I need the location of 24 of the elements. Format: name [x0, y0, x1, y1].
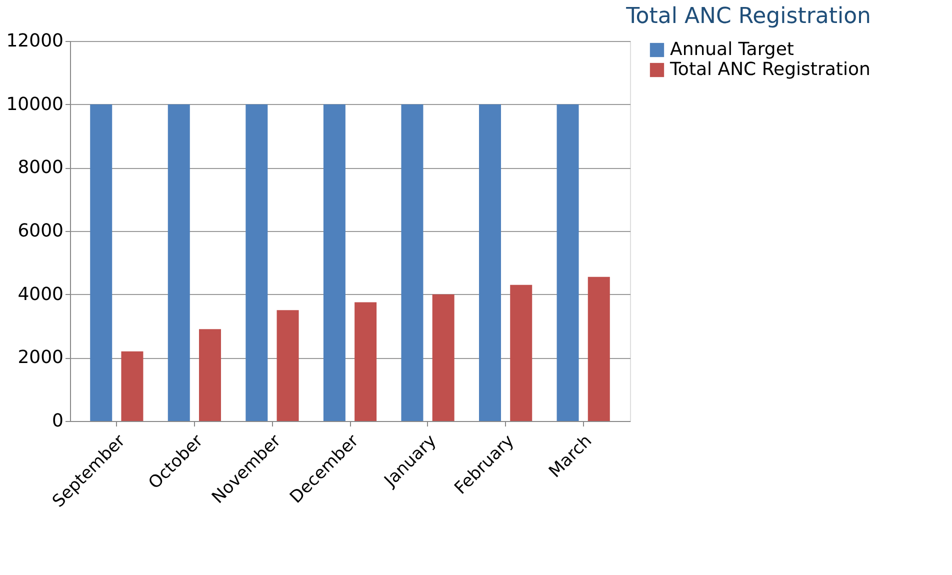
bar [199, 329, 221, 421]
text: Total ANC Registration [625, 4, 871, 29]
bar [432, 294, 454, 421]
bar [168, 104, 190, 421]
bar [556, 104, 579, 421]
bar [510, 284, 532, 421]
y-tick-label: 4000 [18, 284, 64, 305]
bar [323, 104, 346, 421]
bar [276, 310, 299, 421]
bar [90, 104, 112, 421]
legend-label: Annual Target [670, 39, 794, 60]
bar [246, 104, 268, 421]
y-tick-label: 10000 [6, 94, 64, 115]
legend-label: Total ANC Registration [669, 59, 870, 80]
bar [479, 104, 501, 421]
bar [588, 276, 610, 421]
y-tick-label: 0 [52, 410, 64, 432]
y-tick-label: 12000 [6, 30, 64, 52]
y-tick-label: 8000 [18, 157, 64, 178]
bar [354, 302, 377, 421]
y-tick-label: 6000 [18, 220, 64, 242]
bar [401, 104, 424, 421]
bar [121, 351, 144, 421]
y-tick-label: 2000 [18, 347, 64, 368]
